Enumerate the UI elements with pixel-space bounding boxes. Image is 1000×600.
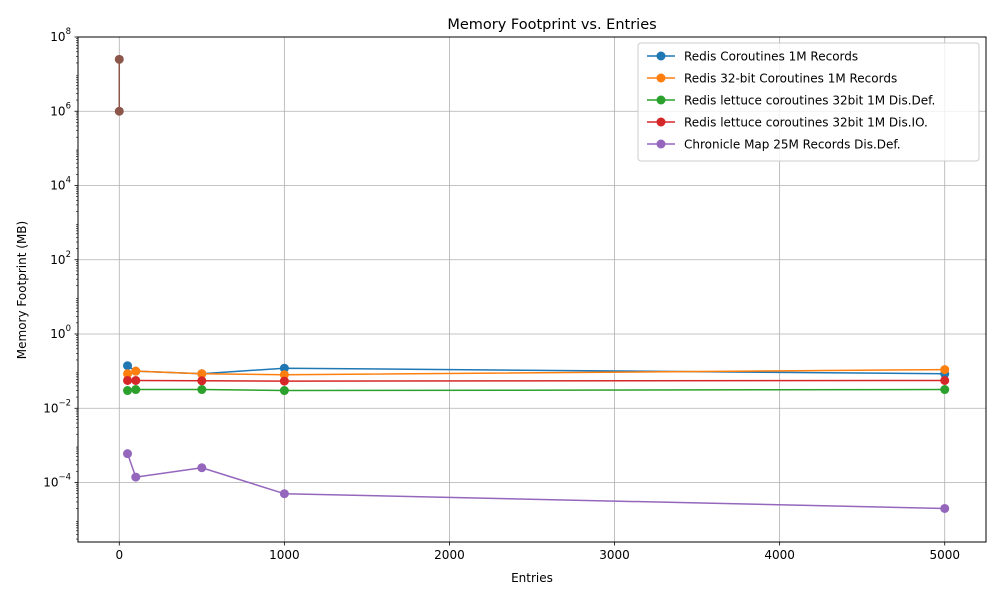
x-axis-title: Entries [511,571,553,585]
data-point-1 [123,369,133,379]
grid-lines [78,36,986,542]
legend-label: Chronicle Map 25M Records Dis.Def. [684,138,901,152]
data-point-2 [940,385,950,395]
y-tick-mantissa: 10 [43,401,58,415]
legend-marker [656,73,666,83]
data-point-2 [197,385,207,395]
y-tick-label: 100 [50,324,71,341]
data-point-2 [131,385,141,395]
y-tick-label: 106 [50,101,71,118]
chart-title: Memory Footprint vs. Entries [447,17,656,33]
series-group [114,54,950,513]
y-tick-exponent: 0 [66,324,71,334]
x-tick-label: 4000 [764,548,795,562]
data-point-4 [940,503,950,513]
x-tick-label: 5000 [929,548,960,562]
y-tick-exponent: 8 [66,27,71,37]
data-point-3 [279,376,289,386]
data-point-2 [279,386,289,396]
y-tick-label: 108 [50,27,71,44]
y-tick-exponent: 2 [66,250,71,260]
y-tick-mantissa: 10 [43,476,58,490]
legend-marker [656,117,666,127]
data-point-1 [131,366,141,376]
legend-label: Redis 32-bit Coroutines 1M Records [684,72,897,86]
data-point-1 [197,369,207,379]
y-tick-mantissa: 10 [50,30,65,44]
legend-label: Redis Coroutines 1M Records [684,50,858,64]
data-point-5 [114,54,124,64]
y-tick-mantissa: 10 [50,104,65,118]
legend: Redis Coroutines 1M Records Redis 32-bit … [637,42,980,162]
data-point-1 [279,370,289,380]
legend-marker [656,139,666,149]
data-point-0 [123,361,133,371]
x-tick-label: 0 [115,548,123,562]
y-tick-mantissa: 10 [50,327,65,341]
legend-label: Redis lettuce coroutines 32bit 1M Dis.IO… [684,116,928,130]
x-tick-label: 3000 [599,548,630,562]
data-point-3 [197,376,207,386]
data-point-0 [279,363,289,373]
y-tick-label: 10−2 [43,398,71,415]
y-tick-label: 104 [50,176,71,193]
legend-box [637,42,980,162]
data-point-3 [123,375,133,385]
plot-frame [77,36,987,543]
data-point-4 [123,449,133,459]
x-axis-ticks: 0 1000 2000 3000 4000 5000 [115,542,960,562]
y-axis-title: Memory Footprint (MB) [15,221,29,359]
y-tick-mantissa: 10 [50,179,65,193]
legend-marker [656,51,666,61]
legend-label: Redis lettuce coroutines 32bit 1M Dis.De… [684,94,935,108]
y-tick-exponent: −4 [58,473,71,483]
data-point-4 [131,472,141,482]
y-tick-exponent: 4 [66,176,71,186]
data-point-3 [131,375,141,385]
data-point-5 [114,106,124,116]
y-tick-label: 10−4 [43,473,71,490]
y-tick-label: 102 [50,250,71,267]
data-point-4 [197,463,207,473]
y-tick-mantissa: 10 [50,253,65,267]
x-tick-label: 2000 [434,548,465,562]
x-tick-label: 1000 [269,548,300,562]
series-line-2 [127,388,945,392]
data-point-1 [940,365,950,375]
series-line-3 [127,379,945,382]
y-tick-exponent: −2 [58,398,71,408]
data-point-3 [940,375,950,385]
y-tick-exponent: 6 [66,101,71,111]
legend-marker [656,95,666,105]
data-point-2 [123,386,133,396]
data-point-4 [279,489,289,499]
